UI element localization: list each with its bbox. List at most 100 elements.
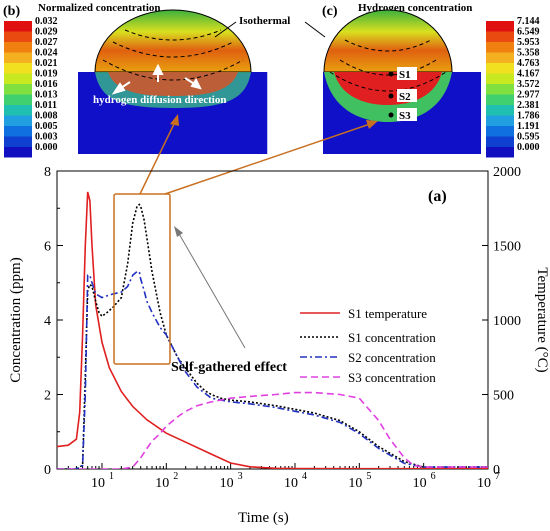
point-s3-label: S3 [399,110,411,122]
colorbar-b-tick-label: 0.021 [35,58,58,69]
colorbar-c-swatch [486,63,514,74]
panel-c: (c) Hydrogen concentration 7.1446.5495.9… [322,2,540,158]
isothermal-pointer-b [214,21,237,38]
x-axis-label: Time (s) [238,510,289,526]
y-tick-label: 4 [44,314,51,329]
colorbar-c-swatch [486,73,514,84]
y2-tick-label: 1500 [493,240,521,255]
self-gathered-highlight-box [113,193,171,365]
colorbar-b-swatch [4,31,32,42]
x-tick-exponent: 7 [495,471,500,482]
colorbar-c-swatch [486,147,514,158]
x-tick-exponent: 3 [238,471,243,482]
colorbar-c-swatch [486,31,514,42]
x-tick-label: 10 [284,476,298,491]
self-gathered-pointer [177,231,246,349]
colorbar-c-swatch [486,52,514,63]
colorbar-b-swatch [4,21,32,32]
colorbar-b-swatch [4,94,32,105]
colorbar-b-swatch [4,63,32,74]
panel-b-colorbar: 0.0320.0290.0270.0240.0210.0190.0160.013… [4,16,58,158]
colorbar-c-swatch [486,94,514,105]
y2-tick-label: 500 [493,389,514,404]
colorbar-c-tick-label: 5.953 [517,37,540,48]
colorbar-c-tick-label: 7.144 [517,16,540,27]
series-group [57,191,488,469]
legend-label: S1 temperature [348,306,427,321]
colorbar-c-swatch [486,136,514,147]
series-s3-concentration-line [57,391,488,469]
x-tick-exponent: 4 [302,471,307,482]
point-s1-marker [388,71,394,77]
colorbar-c-tick-label: 0.000 [517,142,540,153]
panel-c-colorbar: 7.1446.5495.9535.3584.7634.1673.5722.977… [486,16,540,158]
colorbar-c-swatch [486,42,514,53]
y2-tick-label: 1000 [493,314,521,329]
x-tick-label: 10 [220,476,234,491]
colorbar-b-tick-label: 0.011 [35,100,57,111]
y-tick-label: 0 [44,463,51,478]
x-tick-label: 10 [348,476,362,491]
y-axis-label: Concentration (ppm) [8,257,24,382]
series-s1-concentration-line [57,203,488,469]
colorbar-b-tick-label: 0.005 [35,121,58,132]
colorbar-c-tick-label: 2.381 [517,100,540,111]
self-gathered-label: Self-gathered effect [171,360,287,375]
panel-c-tag: (c) [322,4,338,19]
colorbar-b-tick-label: 0.008 [35,111,58,122]
point-s3-marker [388,112,394,118]
colorbar-c-tick-label: 0.595 [517,132,540,143]
colorbar-b-tick-label: 0.016 [35,79,58,90]
x-tick-label: 10 [477,476,491,491]
x-tick-label: 10 [413,476,427,491]
colorbar-b-tick-label: 0.024 [35,48,58,59]
colorbar-c-tick-label: 1.786 [517,111,540,122]
isothermal-label: Isothermal [239,15,290,27]
panel-c-simulation-image: S1 S2 S3 [323,9,481,154]
colorbar-b-swatch [4,105,32,116]
colorbar-b-swatch [4,136,32,147]
colorbar-b-swatch [4,147,32,158]
panel-b-simulation-image [78,9,269,154]
series-s1-temperature-line [57,191,488,469]
colorbar-c-swatch [486,84,514,95]
isothermal-pointer-c [304,21,326,38]
callout-connectors [139,114,378,195]
legend: S1 temperature S1 concentration S2 concent… [300,306,436,385]
colorbar-b-swatch [4,52,32,63]
colorbar-b-swatch [4,84,32,95]
y-tick-label: 8 [44,165,51,180]
colorbar-b-swatch [4,126,32,137]
series-s2-concentration-line [57,270,488,469]
panel-a-tag: (a) [428,188,447,205]
panel-b-tag: (b) [3,4,20,19]
colorbar-b-tick-label: 0.029 [35,27,58,38]
panel-b: (b) Normalized concentration 0.0320.0290… [3,2,326,158]
colorbar-b-tick-label: 0.000 [35,142,58,153]
legend-label: S3 concentration [348,370,436,385]
colorbar-c-swatch [486,126,514,137]
colorbar-c-tick-label: 5.358 [517,48,540,59]
self-gathered-arrowhead [174,226,183,237]
x-tick-exponent: 1 [109,471,114,482]
panel-b-colorbar-title: Normalized concentration [38,2,161,14]
y2-tick-label: 0 [493,463,500,478]
colorbar-c-swatch [486,105,514,116]
legend-label: S2 concentration [348,350,436,365]
colorbar-c-tick-label: 4.763 [517,58,540,69]
colorbar-c-swatch [486,115,514,126]
colorbar-c-tick-label: 2.977 [517,90,540,101]
point-s2-marker [388,93,394,99]
colorbar-b-swatch [4,42,32,53]
point-s1-label: S1 [399,69,411,81]
colorbar-c-tick-label: 4.167 [517,69,540,80]
colorbar-c-tick-label: 6.549 [517,27,540,38]
colorbar-b-swatch [4,73,32,84]
x-tick-exponent: 5 [366,471,371,482]
x-tick-label: 10 [155,476,169,491]
colorbar-b-tick-label: 0.019 [35,69,58,80]
colorbar-b-tick-label: 0.032 [35,16,58,27]
colorbar-b-tick-label: 0.013 [35,90,58,101]
